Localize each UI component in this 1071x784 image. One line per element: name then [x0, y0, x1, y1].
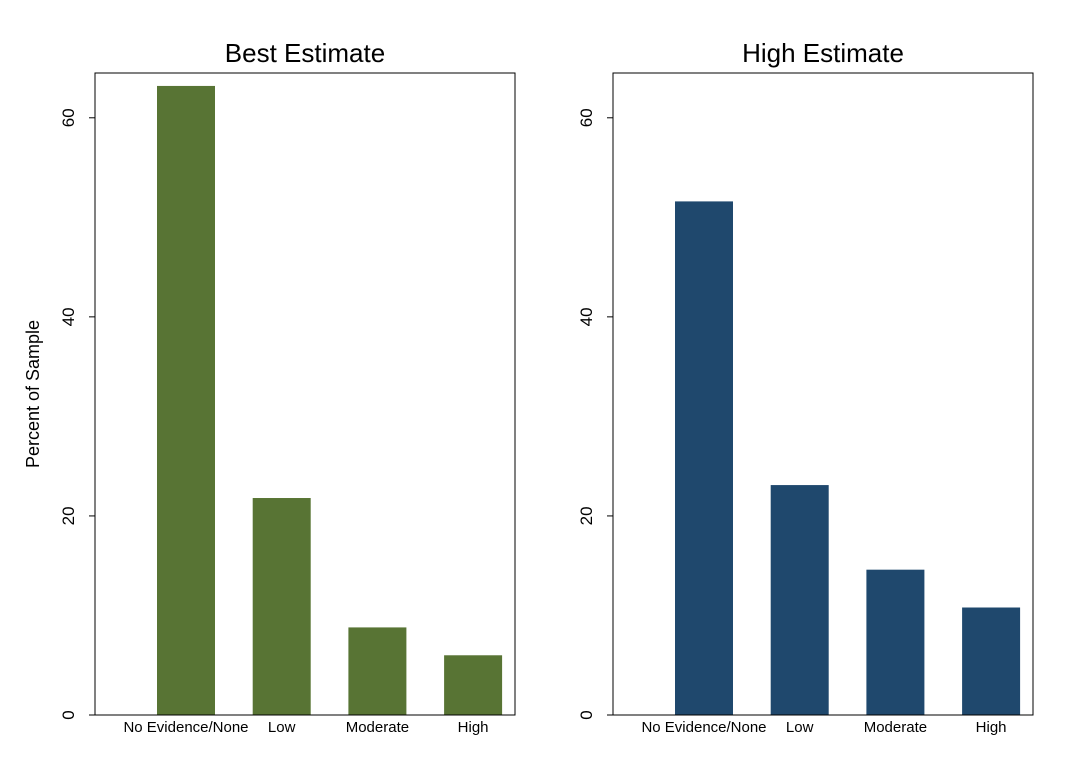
bar — [770, 485, 829, 715]
y-tick-label: 60 — [577, 108, 596, 127]
x-tick-label: High — [976, 719, 1007, 736]
bar — [866, 569, 925, 715]
y-tick-label: 20 — [59, 506, 78, 525]
bar — [962, 607, 1021, 715]
x-tick-label: Low — [786, 719, 814, 736]
y-tick-label: 40 — [577, 307, 596, 326]
x-tick-label: No Evidence/None — [123, 719, 248, 736]
y-tick-label: 60 — [59, 108, 78, 127]
y-tick-label: 20 — [577, 506, 596, 525]
x-tick-label: Moderate — [864, 719, 927, 736]
plot-frame — [612, 72, 1034, 716]
chart-panel: Best Estimate Percent of Sample 0 20 40 60 No … — [23, 38, 516, 736]
x-tick-label: High — [458, 719, 489, 736]
bar — [348, 627, 407, 715]
plot-frame — [94, 72, 516, 716]
x-tick-label: Low — [268, 719, 296, 736]
bar — [157, 85, 215, 716]
bar — [675, 201, 733, 715]
y-tick-label: 40 — [59, 307, 78, 326]
y-axis-label: Percent of Sample — [23, 320, 43, 468]
chart-title: Best Estimate — [225, 38, 385, 68]
chart-panel: High Estimate 0 20 40 60 No Evidence/None Low M… — [577, 38, 1034, 736]
x-tick-label: No Evidence/None — [641, 719, 766, 736]
chart-title: High Estimate — [742, 38, 904, 68]
x-tick-label: Moderate — [346, 719, 409, 736]
y-tick-label: 0 — [577, 710, 596, 719]
bar — [444, 655, 503, 715]
y-tick-label: 0 — [59, 710, 78, 719]
bar — [252, 498, 311, 715]
